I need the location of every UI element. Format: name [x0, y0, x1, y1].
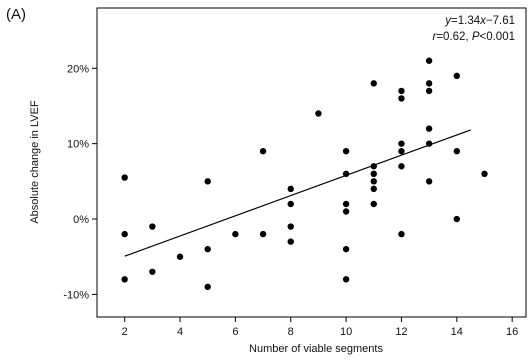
data-point	[232, 230, 239, 238]
x-tick-label: 16	[506, 326, 518, 338]
stat-r-symbol: r	[432, 31, 437, 43]
regression-line	[124, 129, 471, 257]
data-point	[342, 276, 350, 283]
x-tick-label: 14	[451, 326, 463, 338]
data-point	[121, 230, 128, 238]
data-point	[370, 80, 377, 87]
data-point	[453, 147, 461, 155]
data-point	[398, 140, 405, 147]
data-point	[259, 147, 267, 155]
data-point	[204, 178, 211, 185]
data-point	[425, 125, 433, 132]
x-tick-label: 8	[288, 326, 294, 338]
y-tick-label: 0%	[73, 214, 89, 226]
equation-slope: =1.34	[451, 15, 481, 27]
y-tick-label: -10%	[63, 289, 89, 301]
data-point	[425, 57, 433, 64]
equation-intercept: −7.61	[486, 15, 515, 27]
data-point	[121, 276, 128, 283]
data-point	[204, 283, 211, 291]
x-axis-label: Number of viable segments	[249, 343, 383, 355]
data-point	[481, 170, 488, 178]
data-point	[287, 185, 294, 193]
stat-r-value: =0.62,	[436, 31, 472, 43]
data-point	[149, 223, 156, 230]
data-point	[453, 72, 461, 80]
x-axis-ticks: 2 4 6 8 10 12 14 16	[122, 317, 518, 338]
data-point	[259, 230, 267, 238]
data-point	[342, 245, 350, 253]
panel-label: (A)	[6, 6, 26, 23]
equation-x-symbol: x	[479, 15, 487, 27]
data-point	[370, 170, 377, 178]
data-point	[425, 178, 433, 185]
data-point	[398, 230, 405, 238]
data-point	[342, 170, 350, 178]
data-point	[370, 163, 377, 170]
data-point	[287, 200, 294, 208]
data-point	[287, 238, 294, 245]
data-point	[398, 87, 405, 95]
correlation-stats: r=0.62, P<0.001	[432, 31, 515, 43]
data-point	[453, 215, 461, 223]
data-point	[342, 147, 350, 155]
data-point	[370, 200, 377, 208]
data-point	[370, 185, 377, 193]
data-point	[398, 95, 405, 102]
data-point	[176, 253, 184, 260]
data-point	[425, 140, 433, 147]
data-point	[121, 174, 128, 181]
data-point	[398, 163, 405, 170]
stat-p-symbol: P	[472, 31, 480, 43]
data-point	[398, 147, 405, 155]
data-point	[425, 80, 433, 87]
data-point	[287, 223, 294, 230]
plot-frame	[96, 7, 527, 318]
data-point	[370, 178, 377, 185]
data-point	[342, 208, 350, 215]
y-axis-label: Absolute change in LVEF	[29, 100, 41, 224]
stat-p-value: <0.001	[480, 31, 516, 43]
data-point	[149, 268, 156, 275]
x-tick-label: 2	[122, 326, 128, 338]
x-tick-label: 12	[395, 326, 407, 338]
x-tick-label: 10	[340, 326, 352, 338]
data-points	[121, 57, 488, 291]
equation-y-symbol: y	[444, 15, 452, 27]
data-point	[315, 110, 322, 117]
y-axis-ticks: -10% 0% 10% 20%	[63, 63, 97, 301]
y-tick-label: 10%	[67, 139, 89, 151]
y-tick-label: 20%	[67, 63, 89, 75]
x-tick-label: 6	[232, 326, 238, 338]
data-point	[204, 245, 211, 253]
regression-equation: y=1.34x−7.61	[444, 15, 515, 27]
data-point	[425, 87, 433, 95]
data-point	[342, 200, 350, 208]
x-tick-label: 4	[177, 326, 183, 338]
